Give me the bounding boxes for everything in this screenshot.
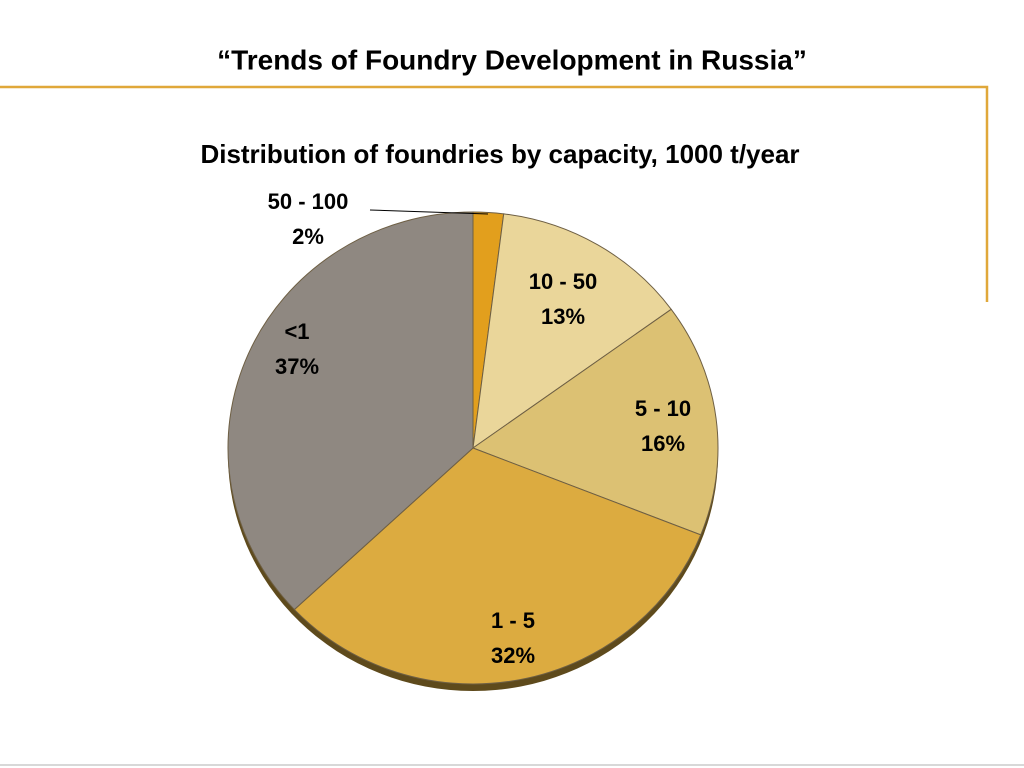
slice-value-label: 16% — [641, 431, 685, 456]
leader-line — [369, 209, 489, 215]
pie-slice — [472, 213, 672, 450]
slice-value-label: 37% — [275, 354, 319, 379]
slice-category-label: 50 - 100 — [268, 189, 349, 214]
slice-category-label: 1 - 5 — [491, 608, 535, 633]
pie-slice — [471, 308, 719, 536]
slice-category-label: 10 - 50 — [529, 269, 598, 294]
slice-value-label: 13% — [541, 304, 585, 329]
slice-category-label: <1 — [284, 319, 309, 344]
labels: 50 - 100 2% 10 - 50 13% 5 - 10 16% 1 - 5 32% <1 3… — [268, 189, 692, 668]
slice-value-label: 32% — [491, 643, 535, 668]
pie-slice — [227, 211, 474, 611]
slice-value-label: 2% — [292, 224, 324, 249]
pie-slice — [293, 447, 702, 685]
slide-title: “Trends of Foundry Development in Russia… — [217, 44, 807, 75]
slice-category-label: 5 - 10 — [635, 396, 691, 421]
decor-line — [0, 85, 989, 302]
chart-title: Distribution of foundries by capacity, 1… — [200, 139, 799, 169]
pie — [227, 211, 719, 685]
